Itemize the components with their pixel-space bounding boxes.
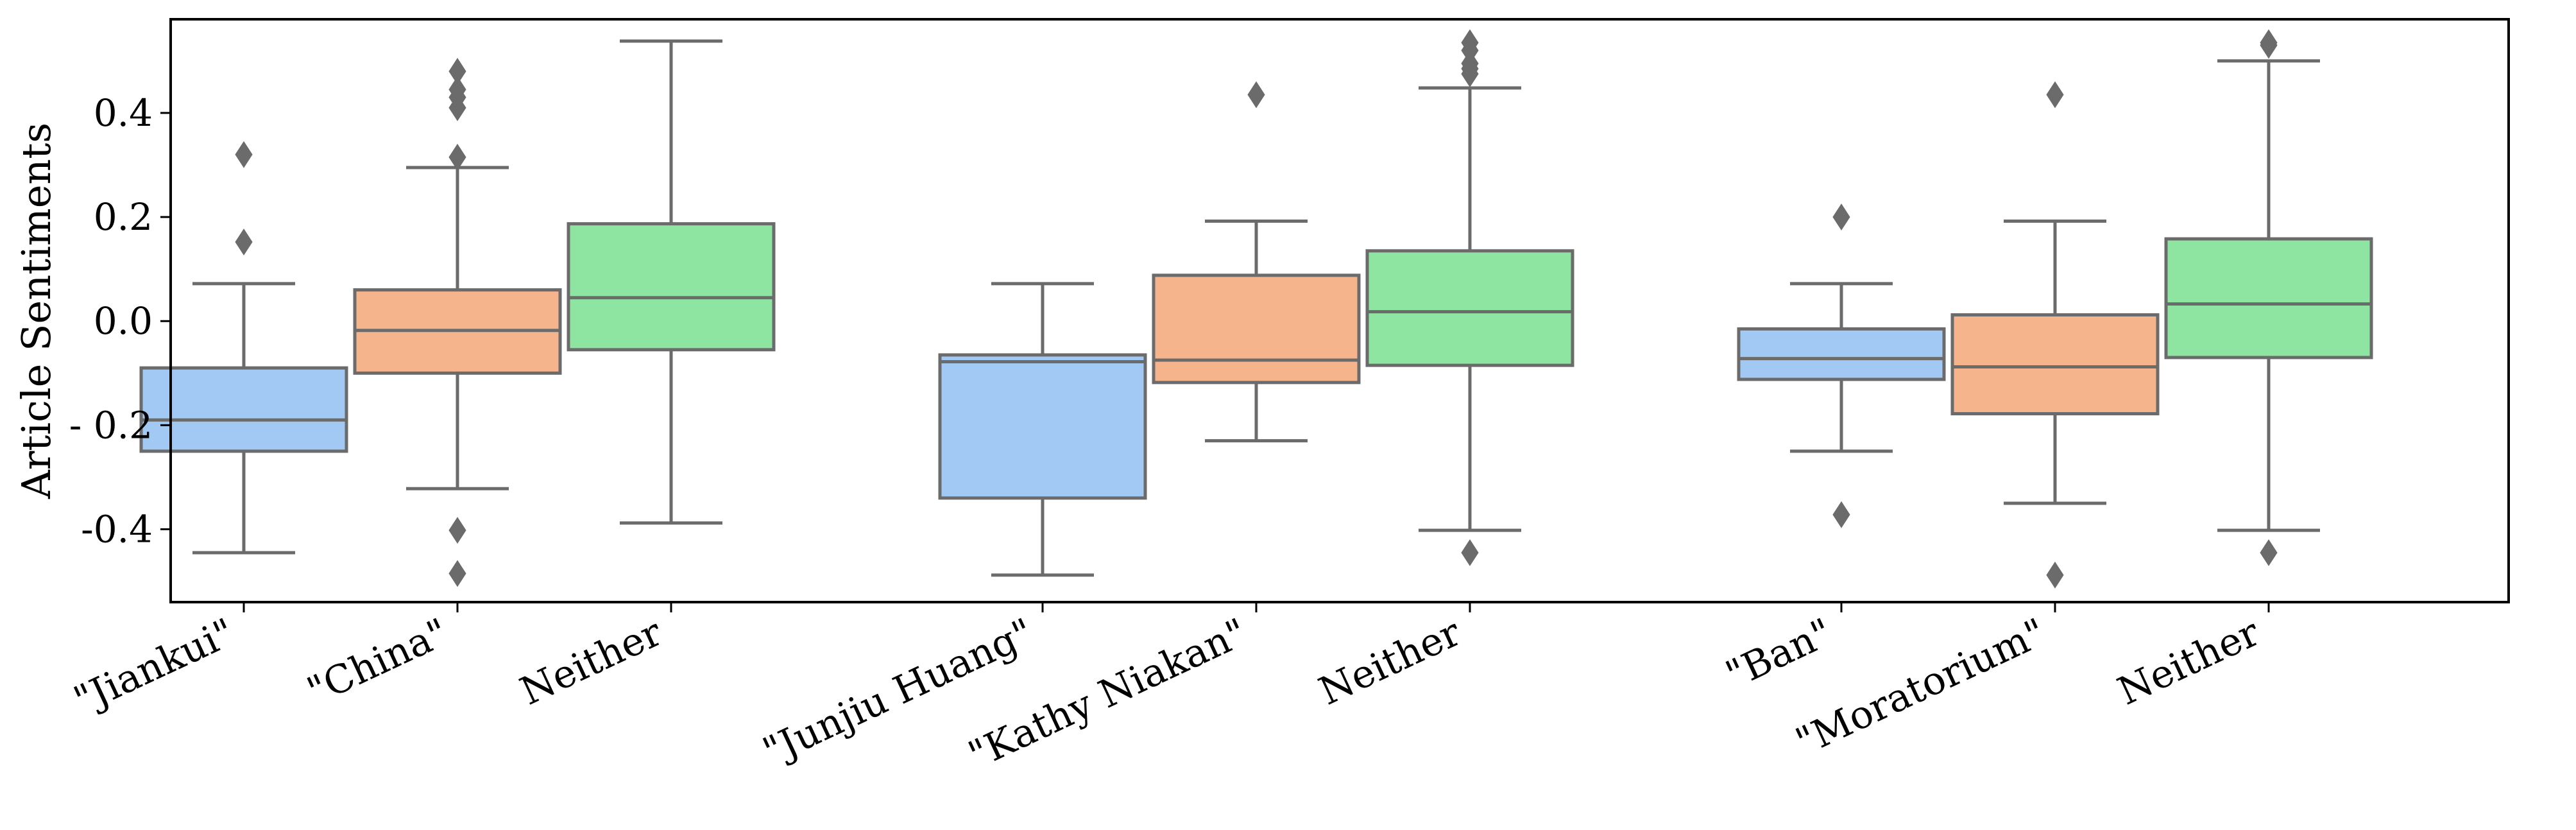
outlier-point — [1461, 539, 1479, 566]
outlier-point — [235, 141, 253, 168]
x-category-label: Neither — [514, 610, 669, 714]
box — [1737, 327, 1946, 381]
outlier-point — [1832, 203, 1850, 230]
outlier-point — [2260, 539, 2278, 566]
y-tick-label: 0.2 — [94, 195, 153, 239]
outlier-point — [448, 143, 466, 171]
box — [1365, 249, 1574, 367]
y-tick-label: -0.4 — [81, 508, 153, 551]
y-axis: 0.4 0.2 0.0 - 0.2 -0.4 — [69, 91, 171, 551]
boxes-layer — [139, 29, 2373, 589]
box — [139, 366, 348, 453]
x-axis: "Jiankui" "China" Neither "Junjiu Huang""Ka… — [67, 602, 2270, 778]
outlier-point — [448, 517, 466, 544]
outlier-point — [448, 94, 466, 121]
x-category-label: Neither — [1313, 610, 1468, 714]
x-category-label: "China" — [300, 610, 455, 714]
outlier-point — [448, 560, 466, 587]
x-category-label: "Jiankui" — [67, 610, 242, 723]
box — [567, 222, 776, 352]
outlier-point — [2260, 31, 2278, 59]
y-axis-title: Article Sentiments — [13, 123, 60, 499]
box — [938, 353, 1147, 500]
outlier-point — [1832, 501, 1850, 528]
x-category-label: Neither — [2111, 610, 2267, 714]
outlier-point — [1461, 60, 1479, 88]
x-category-label: "Ban" — [1719, 610, 1839, 698]
plot-frame — [169, 18, 2510, 603]
y-tick-label: 0.4 — [94, 91, 153, 135]
outlier-point — [1247, 81, 1265, 108]
y-tick-label: - 0.2 — [69, 403, 153, 447]
outlier-point — [2046, 561, 2064, 589]
box — [1152, 273, 1361, 385]
y-tick-label: 0.0 — [94, 299, 153, 343]
box — [1950, 313, 2160, 416]
outlier-point — [235, 229, 253, 255]
outlier-point — [2046, 81, 2064, 108]
box — [2164, 237, 2373, 359]
